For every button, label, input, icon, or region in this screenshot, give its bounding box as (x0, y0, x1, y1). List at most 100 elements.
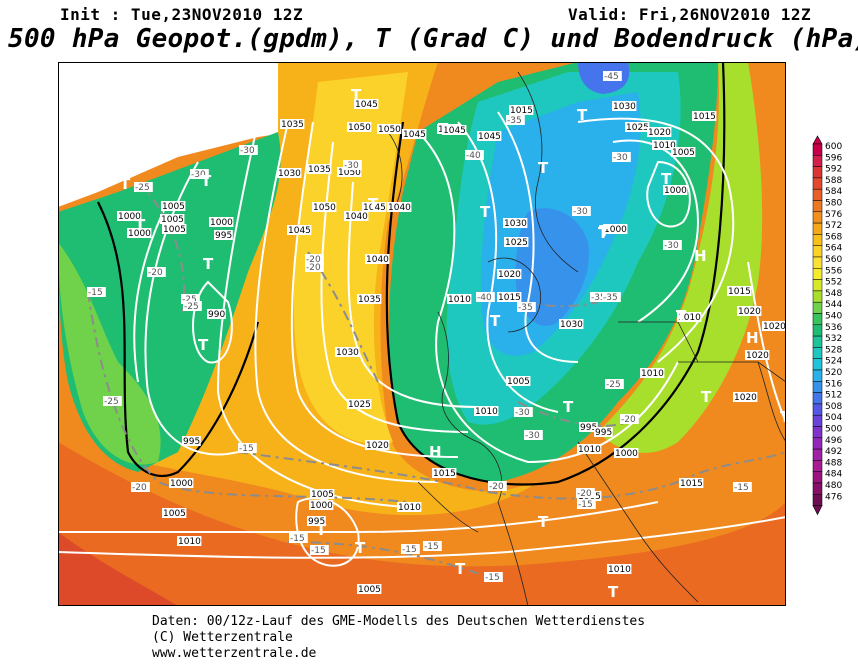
pressure-label: 1045 (288, 226, 311, 236)
scale-label: 580 (825, 199, 842, 209)
pressure-label-bg (442, 125, 467, 135)
temp-label: -15 (402, 545, 417, 555)
pressure-label: 1045 (443, 126, 466, 136)
low-pressure-marker: T (780, 408, 786, 426)
scale-label: 600 (825, 142, 842, 152)
pressure-label: 995 (595, 428, 612, 438)
pressure-label-bg (287, 225, 312, 235)
scale-label: 524 (825, 357, 842, 367)
pressure-label-bg (737, 306, 762, 316)
scale-label: 488 (825, 458, 842, 468)
chart-title: 500 hPa Geopot.(gpdm), T (Grad C) und Bo… (8, 24, 858, 54)
scale-label: 548 (825, 289, 842, 299)
temp-label: -15 (485, 573, 500, 583)
scale-cell (812, 460, 823, 472)
temp-label: -35 (591, 293, 606, 303)
pressure-label: 1050 (313, 203, 336, 213)
pressure-label-bg (509, 105, 534, 115)
pressure-label-bg (692, 111, 717, 121)
temp-label-bg (343, 160, 362, 170)
temp-label-bg (238, 443, 257, 453)
scale-cell (812, 369, 823, 382)
pressure-label: 1015 (498, 293, 521, 303)
pressure-label-bg (614, 448, 639, 458)
temp-label: -30 (664, 241, 679, 251)
temp-label-bg (181, 294, 200, 304)
pressure-label: 1030 (336, 348, 359, 358)
low-pressure-marker: T (198, 336, 209, 354)
temp-label: -20 (577, 489, 592, 499)
pressure-label-bg (594, 427, 613, 437)
scale-label: 520 (825, 368, 842, 378)
temp-label-bg (134, 182, 153, 192)
scale-cell (812, 245, 823, 258)
pressure-label-bg (207, 309, 226, 319)
temp-label-bg (517, 302, 536, 312)
temp-label-bg (190, 169, 209, 179)
pressure-label-bg (160, 214, 185, 224)
pressure-label: 1010 (398, 503, 421, 513)
pressure-label-bg (677, 312, 702, 322)
scale-cell (812, 166, 823, 179)
high-pressure-marker: H (694, 247, 707, 265)
pressure-label-bg (497, 292, 522, 302)
scale-cell (812, 448, 823, 461)
pressure-label: 1005 (507, 377, 530, 387)
pressure-label-bg (161, 201, 186, 211)
pressure-label: 1015 (693, 112, 716, 122)
scale-cell (812, 200, 823, 213)
temp-label-bg (663, 240, 682, 250)
low-pressure-marker: T (661, 170, 672, 188)
temp-label: -40 (466, 151, 481, 161)
contour-552-east (385, 62, 726, 486)
scale-label: 596 (825, 153, 842, 163)
pressure-label: 1020 (734, 393, 757, 403)
temp-label: -15 (424, 542, 439, 552)
pressure-label: 1000 (128, 229, 151, 239)
pressure-label-bg (503, 218, 528, 228)
temp-label-bg (576, 488, 595, 498)
scale-label: 584 (825, 187, 842, 197)
temp-label-bg (87, 287, 106, 297)
pressure-label: 1010 (578, 445, 601, 455)
weather-map[interactable]: 1045105010351030103510501050104510451050… (58, 62, 786, 606)
temp-label: -25 (104, 397, 119, 407)
pressure-label: 1045 (403, 130, 426, 140)
temp-label: -20 (132, 483, 147, 493)
temp-label-bg (620, 414, 639, 424)
pressure-label-bg (607, 564, 632, 574)
scale-label: 528 (825, 345, 842, 355)
high-pressure-marker: H (429, 443, 442, 461)
scale-label: 532 (825, 334, 842, 344)
scale-cell (812, 188, 823, 201)
field-red-south (58, 442, 786, 606)
pressure-label-bg (377, 124, 402, 134)
temp-label: -15 (578, 500, 593, 510)
low-pressure-marker: T (577, 106, 588, 124)
pressure-label-bg (652, 140, 677, 150)
pressure-label-bg (307, 516, 326, 526)
footer-copyright: (C) Wetterzentrale (152, 630, 293, 645)
temp-label-bg (506, 115, 525, 125)
pressure-label: 1040 (388, 203, 411, 213)
pressure-label: 995 (308, 517, 325, 527)
scale-label: 508 (825, 402, 842, 412)
temp-label: -35 (518, 303, 533, 313)
field-yellowgreen-east (598, 62, 763, 453)
pressure-label: 1020 (648, 128, 671, 138)
pressure-label-bg (603, 224, 628, 234)
low-pressure-marker: T (608, 583, 619, 601)
scale-label: 564 (825, 244, 842, 254)
temp-label-bg (131, 482, 150, 492)
pressure-label-bg (182, 436, 201, 446)
footer-website[interactable]: www.wetterzentrale.de (152, 646, 317, 661)
pressure-label-bg (387, 202, 412, 212)
pressure-label-bg (127, 228, 152, 238)
scale-cell (812, 414, 823, 427)
temp-label: -15 (734, 483, 749, 493)
scale-label: 572 (825, 221, 842, 231)
scale-cell (812, 482, 823, 495)
temp-label: -30 (573, 207, 588, 217)
temp-label-bg (590, 292, 609, 302)
